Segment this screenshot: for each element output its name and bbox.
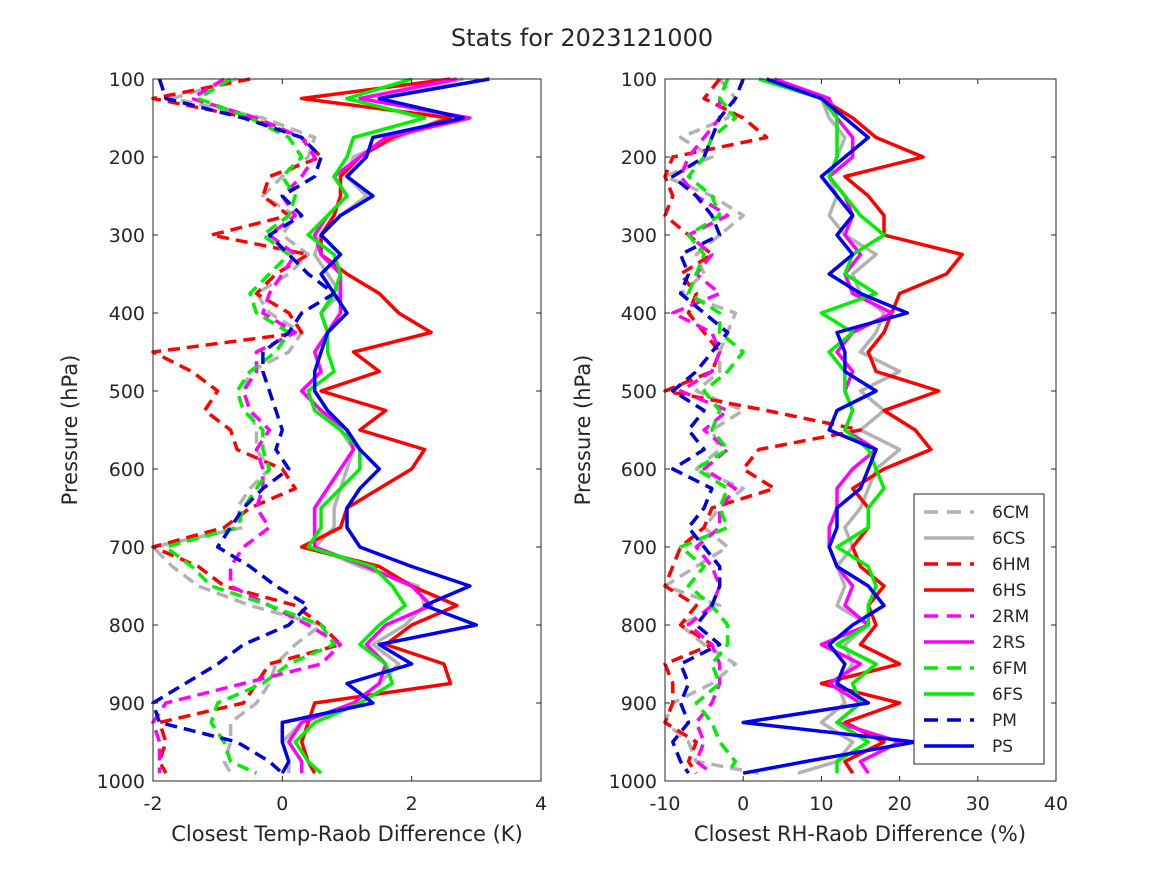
temp-ticks: 100 200 300 400 500 600 700 800 900 1000-2 0 2 4 bbox=[97, 69, 547, 815]
rh-y-axis-label: Pressure (hPa) bbox=[571, 355, 595, 506]
legend-label-6hs: 6HS bbox=[992, 581, 1026, 601]
rh-ytick-label: 600 bbox=[621, 459, 657, 481]
legend-label-6fs: 6FS bbox=[992, 685, 1023, 705]
rh-ytick-label: 700 bbox=[621, 537, 657, 559]
legend-label-6fm: 6FM bbox=[992, 659, 1027, 679]
rh-ytick-label: 200 bbox=[621, 147, 657, 169]
temp-axes-box bbox=[152, 78, 542, 782]
temp-series-6cm-line bbox=[151, 77, 323, 775]
rh-series-ps-line bbox=[741, 77, 917, 775]
temp-ytick-label: 500 bbox=[109, 381, 145, 403]
legend-label-2rm: 2RM bbox=[992, 607, 1029, 627]
temp-series-6hm-line bbox=[151, 77, 343, 775]
temp-xtick-label: -2 bbox=[144, 793, 163, 815]
temp-series-2rs-line bbox=[287, 77, 472, 774]
temp-ytick-label: 1000 bbox=[97, 771, 145, 793]
rh-series-6fm-line bbox=[678, 78, 745, 775]
temp-ytick-label: 100 bbox=[109, 69, 145, 91]
temp-series-ps-line bbox=[280, 77, 490, 775]
legend-label-pm: PM bbox=[992, 711, 1017, 731]
temp-xtick-label: 4 bbox=[535, 793, 547, 815]
temp-series-6cs-line bbox=[280, 77, 464, 774]
rh-series-pm-line bbox=[671, 78, 745, 775]
rh-ytick-label: 900 bbox=[621, 693, 657, 715]
temp-ytick-label: 200 bbox=[109, 147, 145, 169]
temp-xtick-label: 0 bbox=[276, 793, 288, 815]
temp-series-6fs-line bbox=[293, 77, 427, 775]
rh-ytick-label: 300 bbox=[621, 225, 657, 247]
legend: 6CM 6CS 6HM 6HS 2RM 2RS 6FM 6FS PM PS bbox=[913, 493, 1045, 765]
legend-label-6cm: 6CM bbox=[992, 503, 1029, 523]
rh-ticks: 100 200 300 400 500 600 700 800 900 1000-10 0 10 20 3… bbox=[609, 69, 1068, 815]
rh-ytick-label: 400 bbox=[621, 303, 657, 325]
rh-ytick-label: 800 bbox=[621, 615, 657, 637]
temp-series-2rm-line bbox=[151, 77, 343, 774]
temp-series-6fm-line bbox=[164, 77, 336, 775]
temp-ytick-label: 700 bbox=[109, 537, 145, 559]
rh-axes-box bbox=[664, 78, 1057, 782]
rh-series-6fs-line bbox=[758, 77, 886, 774]
rh-xtick-label: 40 bbox=[1044, 793, 1068, 815]
rh-ytick-label: 1000 bbox=[609, 771, 657, 793]
temp-ytick-label: 800 bbox=[109, 615, 145, 637]
rh-xtick-label: -10 bbox=[649, 793, 680, 815]
legend-label-6hm: 6HM bbox=[992, 555, 1030, 575]
rh-xtick-label: 30 bbox=[966, 793, 990, 815]
legend-label-6cs: 6CS bbox=[992, 529, 1025, 549]
rh-ytick-label: 500 bbox=[621, 381, 657, 403]
temp-y-axis-label: Pressure (hPa) bbox=[58, 355, 82, 506]
temp-series-pm-line bbox=[151, 78, 336, 775]
rh-xtick-label: 10 bbox=[809, 793, 833, 815]
rh-xtick-label: 0 bbox=[737, 793, 749, 815]
temp-difference-panel: 100 200 300 400 500 600 700 800 900 1000-2 0 2 4 Clo… bbox=[58, 69, 547, 846]
temp-ytick-label: 900 bbox=[109, 693, 145, 715]
legend-label-2rs: 2RS bbox=[992, 633, 1025, 653]
temp-xtick-label: 2 bbox=[406, 793, 418, 815]
temp-series-6hs-line bbox=[299, 77, 459, 775]
temp-ytick-label: 400 bbox=[109, 303, 145, 325]
rh-xtick-label: 20 bbox=[888, 793, 912, 815]
temp-ytick-label: 600 bbox=[109, 459, 145, 481]
rh-ytick-label: 100 bbox=[621, 69, 657, 91]
temp-plot-area bbox=[151, 77, 490, 775]
temp-x-axis-label: Closest Temp-Raob Difference (K) bbox=[171, 822, 523, 846]
legend-label-ps: PS bbox=[992, 737, 1013, 757]
rh-series-6hs-line bbox=[766, 77, 964, 775]
rh-x-axis-label: Closest RH-Raob Difference (%) bbox=[694, 822, 1026, 846]
rh-difference-panel: 100 200 300 400 500 600 700 800 900 1000-10 0 10 20 3… bbox=[571, 69, 1068, 846]
temp-ytick-label: 300 bbox=[109, 225, 145, 247]
figure-title: Stats for 2023121000 bbox=[451, 24, 713, 52]
